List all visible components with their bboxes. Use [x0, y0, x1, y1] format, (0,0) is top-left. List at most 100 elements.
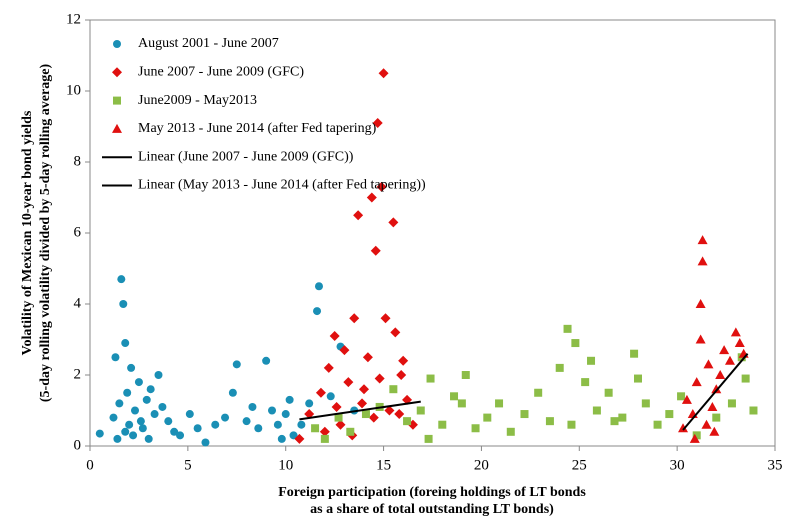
point: [95, 429, 104, 438]
y-axis-title: Volatility of Mexican 10-year bond yield…: [20, 64, 53, 403]
point: [665, 410, 674, 419]
point: [738, 348, 749, 358]
point: [734, 338, 745, 348]
point: [634, 374, 642, 383]
point: [211, 420, 220, 429]
point: [117, 275, 126, 284]
point: [185, 410, 194, 419]
point: [297, 420, 306, 429]
point: [326, 392, 335, 401]
point: [396, 370, 407, 380]
point: [749, 406, 758, 415]
point: [534, 388, 543, 397]
point: [277, 434, 286, 443]
point: [254, 424, 263, 433]
point: [111, 353, 120, 362]
point: [331, 401, 342, 412]
point: [681, 394, 692, 404]
point: [374, 373, 385, 384]
point: [121, 339, 130, 348]
point: [727, 399, 736, 408]
y-axis-title-line: (5-day rolling volatility divided by 5-d…: [38, 64, 53, 403]
point: [483, 413, 492, 422]
point: [703, 359, 714, 369]
point: [697, 256, 708, 266]
point: [248, 402, 257, 411]
point: [311, 424, 320, 433]
point: [689, 433, 700, 443]
point: [335, 419, 346, 430]
point: [389, 385, 398, 394]
point: [129, 431, 138, 440]
point: [142, 395, 151, 404]
point: [678, 423, 689, 433]
y-axis-title-line: Volatility of Mexican 10-year bond yield…: [20, 110, 35, 355]
point: [121, 427, 130, 436]
point: [692, 431, 701, 440]
point: [304, 409, 315, 420]
point: [709, 426, 720, 436]
point: [372, 117, 383, 128]
point: [438, 420, 447, 429]
point: [150, 410, 159, 419]
point: [289, 431, 298, 440]
point: [294, 433, 305, 444]
series: [682, 353, 749, 431]
point: [127, 363, 136, 372]
point: [131, 406, 140, 415]
legend-label: August 2001 - June 2007: [138, 36, 279, 51]
point: [581, 378, 590, 387]
x-tick-label: 35: [768, 457, 783, 473]
point: [164, 417, 173, 426]
y-tick-label: 10: [66, 82, 81, 98]
legend-label: Linear (June 2007 - June 2009 (GFC)): [138, 149, 354, 164]
point: [394, 409, 405, 420]
point: [555, 363, 564, 372]
point: [146, 385, 155, 394]
series: [678, 235, 749, 443]
point: [719, 345, 730, 355]
y-tick-label: 4: [74, 295, 82, 311]
point: [741, 374, 750, 383]
y-tick-label: 2: [74, 366, 82, 382]
point: [353, 210, 364, 221]
point: [370, 245, 381, 256]
point: [232, 360, 241, 369]
point: [618, 413, 627, 422]
point: [319, 426, 330, 437]
point: [457, 399, 466, 408]
legend-key: [112, 123, 122, 133]
x-tick-label: 20: [474, 457, 489, 473]
point: [695, 299, 706, 308]
x-tick-label: 30: [670, 457, 685, 473]
point: [115, 399, 124, 408]
point: [339, 345, 350, 356]
point: [571, 339, 580, 348]
point: [695, 334, 706, 344]
point: [285, 395, 294, 404]
point: [604, 388, 613, 397]
legend-key: [112, 67, 122, 78]
x-tick-label: 10: [278, 457, 293, 473]
point: [323, 362, 334, 373]
point: [403, 417, 412, 426]
point: [471, 424, 480, 433]
point: [320, 434, 329, 443]
point: [138, 424, 147, 433]
y-tick-label: 0: [74, 437, 82, 453]
point: [416, 406, 425, 415]
y-tick-label: 6: [74, 224, 82, 240]
point: [426, 374, 435, 383]
point: [677, 392, 686, 401]
legend-key: [113, 40, 121, 48]
x-tick-label: 15: [376, 457, 391, 473]
point: [712, 413, 721, 422]
point: [398, 355, 409, 366]
point: [730, 327, 741, 337]
point: [176, 431, 185, 440]
legend-label: Linear (May 2013 - June 2014 (after Fed …: [138, 178, 426, 193]
y-tick-label: 12: [66, 11, 81, 27]
point: [495, 399, 504, 408]
point: [697, 235, 708, 245]
point: [242, 417, 251, 426]
